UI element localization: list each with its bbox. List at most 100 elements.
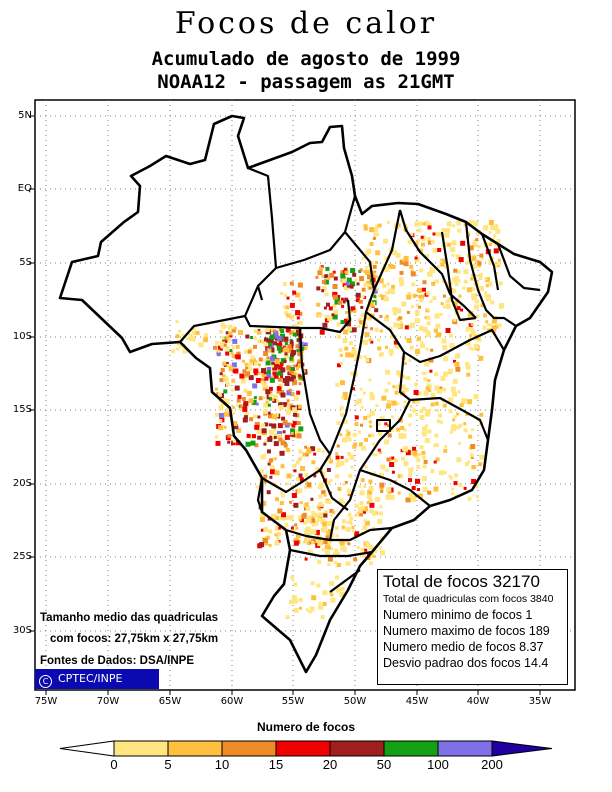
fire-cell: [427, 429, 432, 434]
fire-cell: [473, 343, 479, 349]
fire-cell: [331, 316, 334, 320]
fire-cell: [332, 552, 337, 557]
fire-cell: [469, 453, 474, 458]
fire-cell: [297, 282, 303, 288]
fire-cell: [236, 427, 242, 433]
fire-cell: [357, 511, 363, 517]
fire-cell: [258, 477, 262, 481]
fire-cell: [303, 520, 308, 525]
fire-cell: [424, 220, 430, 226]
fire-cell: [406, 376, 411, 381]
fire-cell: [359, 276, 365, 282]
fire-cell: [340, 587, 345, 592]
fire-cell: [226, 339, 231, 343]
fire-cell: [409, 345, 414, 350]
fire-cell: [373, 295, 377, 299]
cell-size-note-2: com focos: 27,75km x 27,75km: [50, 633, 219, 645]
total-fires: Total de focos 32170: [383, 572, 540, 591]
fire-cell: [415, 478, 420, 484]
fire-cell: [328, 306, 333, 311]
lat-label: EQ: [17, 183, 32, 194]
fire-cell: [341, 519, 346, 524]
fire-cell: [349, 352, 354, 358]
fire-cell: [251, 399, 257, 405]
fire-cell: [283, 347, 289, 353]
fire-cell: [465, 362, 470, 367]
legend-tick-label: 10: [214, 757, 230, 772]
fire-cell: [343, 329, 349, 335]
fire-cell: [490, 300, 495, 305]
fire-cell: [493, 234, 496, 238]
fire-cell: [282, 402, 288, 408]
fire-cell: [286, 399, 290, 403]
legend-tick-label: 0: [110, 757, 118, 772]
fire-cell: [260, 340, 265, 345]
fire-cell: [335, 382, 340, 387]
fire-cell: [293, 332, 297, 337]
fire-cell: [274, 371, 279, 376]
fire-cell: [482, 325, 487, 330]
fire-cell: [235, 344, 240, 349]
fire-cell: [295, 526, 299, 530]
fire-cell: [215, 340, 220, 345]
fire-cell: [321, 286, 327, 291]
fire-cell: [345, 526, 351, 532]
fire-cell: [410, 305, 414, 309]
fire-cell: [269, 327, 273, 331]
fire-cell: [371, 510, 377, 516]
fire-cell: [389, 353, 393, 357]
fire-cell: [273, 341, 278, 346]
fire-cell: [344, 270, 349, 275]
fire-cell: [334, 548, 339, 553]
fire-cell: [417, 295, 421, 299]
fire-cell: [303, 346, 308, 350]
fire-cell: [412, 450, 418, 456]
mean-fires: Numero medio de focos 8.37: [383, 640, 544, 654]
fire-cell: [233, 326, 237, 330]
fire-cell: [304, 539, 309, 543]
fire-cell: [243, 388, 248, 393]
fire-cell: [318, 601, 322, 605]
fire-cell: [313, 520, 319, 526]
fire-cell: [284, 434, 290, 440]
fire-cell: [276, 390, 280, 394]
fire-cell: [224, 399, 230, 404]
fire-cell: [223, 411, 229, 417]
fire-cell: [390, 290, 395, 295]
fire-cell: [321, 548, 325, 552]
fire-cell: [305, 480, 309, 484]
lon-label: 35W: [528, 696, 552, 707]
fire-cell: [434, 385, 440, 391]
fire-cell: [262, 382, 268, 388]
fire-cell: [203, 333, 208, 338]
fire-cell: [219, 419, 223, 422]
fire-cell: [298, 382, 302, 386]
fire-cell: [217, 345, 223, 351]
fire-cell: [458, 257, 464, 263]
fire-cell: [288, 376, 294, 382]
fire-cell: [491, 327, 497, 333]
fire-cell: [458, 442, 461, 445]
fire-cell: [442, 280, 446, 283]
fire-cell: [372, 471, 376, 475]
fire-cell: [462, 286, 466, 290]
fire-cell: [341, 525, 345, 529]
fire-cell: [465, 326, 471, 332]
fire-cell: [334, 575, 339, 580]
fire-cell: [374, 496, 380, 502]
lon-label: 45W: [405, 696, 429, 707]
data-source-note: Fontes de Dados: DSA/INPE: [40, 655, 194, 667]
fire-cell: [328, 500, 332, 504]
fire-cell: [350, 268, 356, 273]
fire-cell: [434, 443, 439, 448]
fire-cell: [299, 501, 303, 505]
fire-cell: [317, 314, 321, 318]
fire-cell: [327, 540, 332, 545]
lat-label: 15S: [12, 404, 32, 415]
fire-cell: [222, 361, 227, 366]
fire-cell: [434, 433, 439, 438]
fire-cell: [298, 374, 302, 378]
fire-cell: [276, 399, 280, 403]
fire-cell: [292, 463, 297, 468]
fire-cell: [360, 506, 365, 510]
